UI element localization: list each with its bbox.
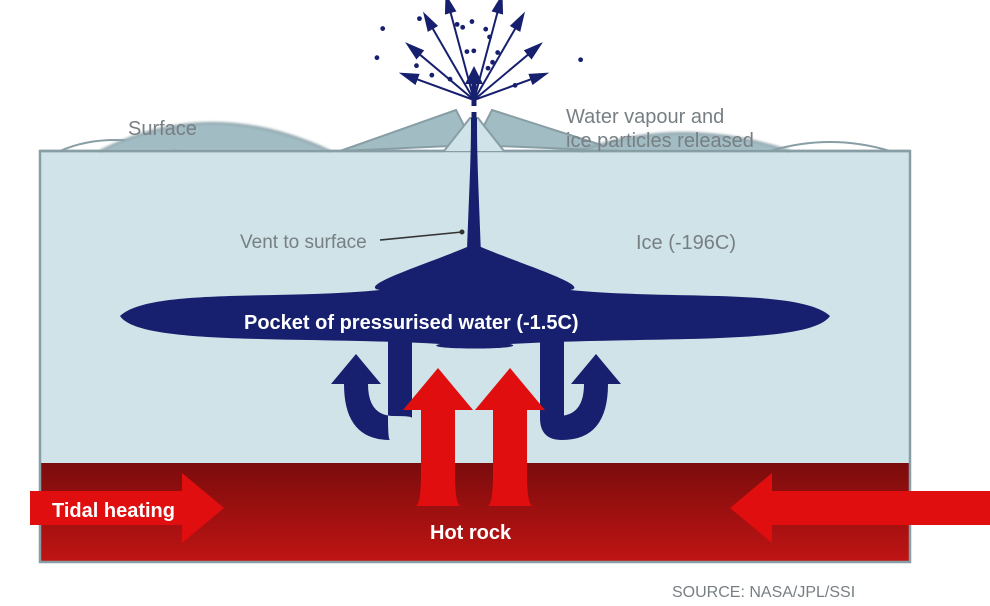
label-pocket: Pocket of pressurised water (-1.5C) (244, 312, 579, 335)
label-ice: Ice (-196C) (636, 232, 736, 255)
diagram-canvas: Surface Water vapour and ice particles r… (0, 0, 990, 606)
label-tidal-heating: Tidal heating (46, 498, 181, 525)
label-source: SOURCE: NASA/JPL/SSI (672, 584, 855, 602)
label-hot-rock: Hot rock (430, 522, 511, 545)
label-vapour-line2: ice particles released (566, 130, 754, 153)
label-surface: Surface (128, 118, 197, 141)
label-vent: Vent to surface (240, 232, 367, 254)
label-vapour-line1: Water vapour and (566, 106, 724, 129)
